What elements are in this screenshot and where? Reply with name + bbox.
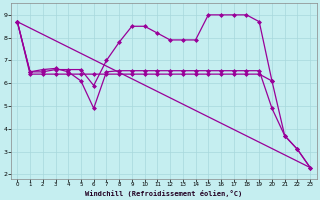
X-axis label: Windchill (Refroidissement éolien,°C): Windchill (Refroidissement éolien,°C) — [85, 190, 242, 197]
